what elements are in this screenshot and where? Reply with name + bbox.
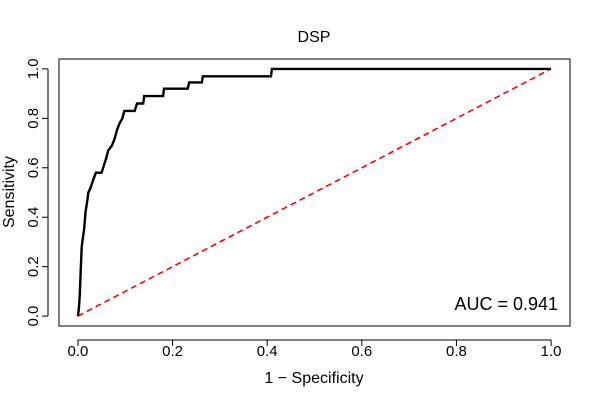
reference-diagonal-line (77, 68, 552, 317)
roc-curve-line (76, 67, 552, 317)
y-axis-label: Sensitivity (1, 156, 18, 228)
y-tick-label: 0.6 (25, 157, 42, 178)
x-tick-label: 0.0 (67, 343, 88, 360)
y-tick-label: 0.8 (25, 108, 42, 129)
y-tick-label: 1.0 (25, 58, 42, 79)
y-tick-label: 0.2 (25, 256, 42, 277)
chart-title: DSP (298, 29, 331, 46)
x-axis: 0.0 0.2 0.4 0.6 0.8 1.0 (67, 339, 562, 360)
x-tick-label: 0.4 (257, 343, 278, 360)
x-tick-label: 0.6 (351, 343, 372, 360)
y-tick-label: 0.4 (25, 207, 42, 228)
x-tick-label: 0.8 (446, 343, 467, 360)
x-tick-label: 0.2 (162, 343, 183, 360)
y-axis: 0.0 0.2 0.4 0.6 0.8 1.0 (25, 58, 49, 327)
auc-annotation: AUC = 0.941 (454, 294, 558, 314)
y-tick-label: 0.0 (25, 306, 42, 327)
plot-area-frame (58, 58, 571, 327)
x-axis-label: 1 − Specificity (264, 370, 363, 387)
x-tick-label: 1.0 (541, 343, 562, 360)
series-layer (76, 67, 552, 317)
